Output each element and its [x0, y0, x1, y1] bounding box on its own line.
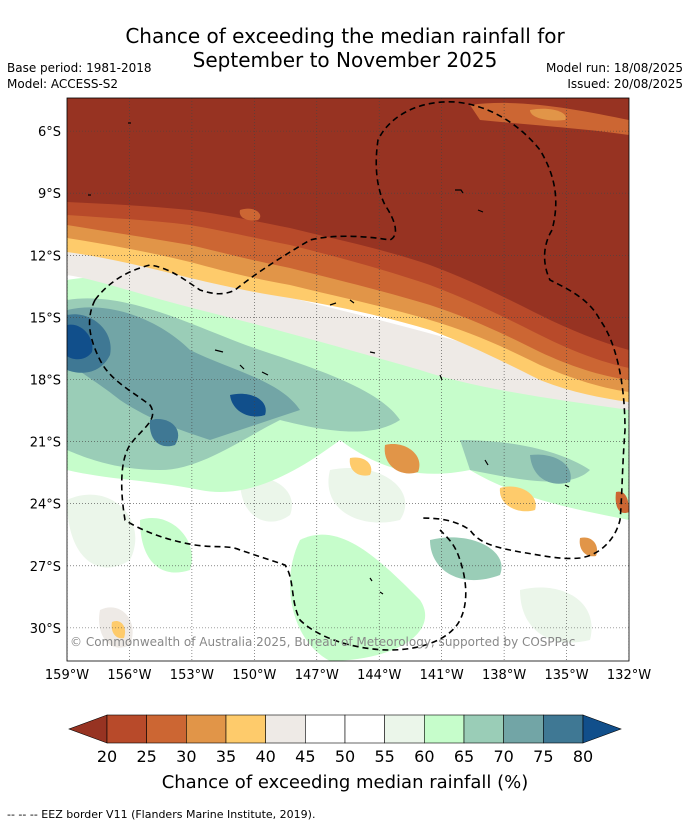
lat-label: 21°S [30, 436, 61, 451]
meta-left: Base period: 1981-2018 Model: ACCESS-S2 [7, 60, 152, 92]
lon-label: 141°W [420, 668, 464, 683]
lon-label: 150°W [232, 668, 276, 683]
colorbar-label: Chance of exceeding median rainfall (%) [162, 772, 529, 793]
lon-label: 135°W [544, 668, 588, 683]
south-teal-patch [430, 537, 502, 581]
map-frame [66, 97, 630, 662]
issued-date: Issued: 20/08/2025 [567, 77, 683, 91]
colorbar-swatch [146, 714, 187, 744]
colorbar-tick-label: 25 [136, 747, 156, 766]
grey-transition-band [67, 240, 629, 410]
model-run: Model run: 18/08/2025 [545, 61, 683, 75]
map-figure: © Commonwealth of Australia 2025, Bureau… [30, 97, 651, 793]
title-line-1: Chance of exceeding the median rainfall … [125, 24, 565, 48]
lat-label: 30°S [30, 622, 61, 637]
colorbar-tick-label: 80 [573, 747, 593, 766]
colorbar-swatch [265, 714, 306, 744]
colorbar-swatch [186, 714, 227, 744]
colorbar-tick-label: 50 [335, 747, 355, 766]
colorbar-low-extend [68, 714, 108, 744]
lat-label: 15°S [30, 311, 61, 326]
yellow-spot-2 [499, 486, 536, 512]
colorbar-tick-label: 20 [97, 747, 117, 766]
colorbar-tick-label: 55 [374, 747, 394, 766]
colorbar-tick-label: 75 [533, 747, 553, 766]
lon-label: 156°W [107, 668, 151, 683]
lat-label: 12°S [30, 249, 61, 264]
colorbar-high-extend [582, 714, 622, 744]
colorbar-swatch [503, 714, 544, 744]
colorbar-swatch [543, 714, 584, 744]
model-name: Model: ACCESS-S2 [7, 77, 119, 91]
rainfall-field: © Commonwealth of Australia 2025, Bureau… [67, 98, 629, 661]
central-deep-blue-patch [230, 393, 266, 417]
colorbar-tick-label: 35 [216, 747, 236, 766]
lat-label: 9°S [38, 187, 61, 202]
yellow-spot-1 [349, 457, 372, 476]
lat-label: 18°S [30, 374, 61, 389]
map-title: Chance of exceeding the median rainfall … [0, 24, 690, 72]
dry-core-band [67, 98, 629, 350]
south-pale-patch-3 [67, 494, 136, 568]
south-orange-spot [111, 620, 126, 639]
lon-label: 138°W [482, 668, 526, 683]
lon-label: 159°W [45, 668, 89, 683]
north-orange-spot [239, 208, 261, 221]
colorbar-swatch [463, 714, 504, 744]
islands [88, 122, 570, 595]
colorbar-tick-label: 40 [255, 747, 275, 766]
eez-border-east [94, 101, 626, 560]
lat-label: 24°S [30, 498, 61, 513]
colorbar-tick-label: 60 [414, 747, 434, 766]
orange-spot-3 [615, 491, 629, 514]
lon-label: 153°W [170, 668, 214, 683]
meta-right: Model run: 18/08/2025 Issued: 20/08/2025 [546, 60, 683, 92]
eez-border-west [88, 299, 467, 651]
colorbar-tick-label: 70 [493, 747, 513, 766]
colorbar-swatch [106, 714, 147, 744]
east-dark-teal-patch [530, 454, 571, 484]
colorbar-tick-label: 30 [176, 747, 196, 766]
north-light-streak [530, 108, 566, 121]
west-deep-blue-patch [67, 324, 93, 360]
latitude-labels: 6°S 9°S 12°S 15°S 18°S 21°S 24°S 27°S 30°S [30, 125, 61, 637]
colorbar: 20 25 30 35 40 45 50 55 60 65 70 75 80 [68, 714, 622, 766]
lon-label: 132°W [607, 668, 651, 683]
colorbar-swatch [225, 714, 266, 744]
longitude-labels: 159°W 156°W 153°W 150°W 147°W 144°W 141°W 138°W… [45, 668, 651, 683]
title-line-2: September to November 2025 [192, 48, 498, 72]
colorbar-swatch [424, 714, 465, 744]
copyright-text: © Commonwealth of Australia 2025, Bureau… [70, 635, 575, 649]
colorbar-swatch [305, 714, 346, 744]
lat-label: 6°S [38, 125, 61, 140]
central-blue-patch [149, 419, 179, 447]
colorbar-swatch [384, 714, 425, 744]
eez-footnote: -- -- -- EEZ border V11 (Flanders Marine… [7, 808, 316, 821]
lon-label: 144°W [357, 668, 401, 683]
colorbar-tick-label: 45 [295, 747, 315, 766]
base-period: Base period: 1981-2018 [7, 61, 152, 75]
colorbar-swatch [344, 714, 385, 744]
colorbar-tick-label: 65 [454, 747, 474, 766]
orange-spot-2 [579, 537, 598, 557]
south-pale-patch-1 [240, 477, 292, 522]
lat-label: 27°S [30, 560, 61, 575]
south-green-patch-2 [140, 518, 192, 573]
south-pale-patch-4 [520, 587, 592, 643]
lon-label: 147°W [295, 668, 339, 683]
orange-spot-1 [384, 444, 420, 474]
south-pale-patch-2 [328, 468, 406, 523]
south-green-patch [290, 534, 426, 661]
